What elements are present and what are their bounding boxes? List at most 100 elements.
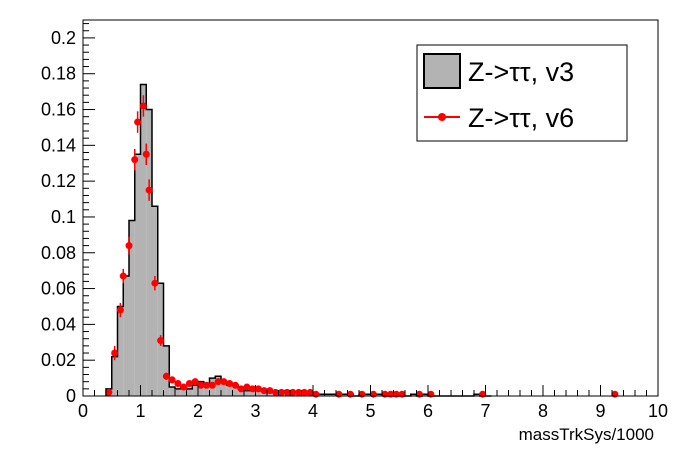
- data-point: [125, 242, 133, 250]
- histogram-bar: [318, 394, 325, 396]
- histogram-bar: [255, 388, 262, 396]
- data-point: [289, 388, 297, 396]
- data-point: [283, 388, 291, 396]
- histogram-bar: [186, 388, 193, 396]
- y-tick-label: 0: [66, 386, 76, 406]
- legend-marker-v6: [438, 113, 446, 121]
- x-axis-title: massTrkSys/1000: [519, 425, 654, 444]
- data-point: [162, 372, 170, 380]
- x-tick-label: 1: [135, 401, 145, 421]
- data-point: [203, 381, 211, 389]
- y-tick-label: 0.12: [41, 171, 76, 191]
- data-point: [197, 381, 205, 389]
- data-point: [145, 186, 153, 194]
- histogram-bar: [152, 206, 158, 396]
- histogram-bar: [249, 390, 256, 396]
- histogram-bar: [364, 394, 371, 396]
- histogram-bar: [163, 345, 170, 396]
- data-point: [266, 387, 274, 395]
- histogram-bar: [410, 394, 417, 396]
- histogram-bar: [226, 385, 233, 396]
- x-tick-label: 10: [648, 401, 668, 421]
- data-point: [174, 379, 182, 387]
- y-tick-label: 0.02: [41, 350, 76, 370]
- histogram-bar: [198, 381, 204, 396]
- histogram-bar: [140, 84, 147, 396]
- y-tick-label: 0.1: [51, 207, 76, 227]
- x-axis: 0 1 2 3 4 5 6 7 8 9 10: [78, 385, 668, 421]
- data-point: [272, 388, 280, 396]
- y-tick-label: 0.04: [41, 314, 76, 334]
- data-point: [237, 385, 245, 393]
- data-point: [191, 378, 199, 386]
- y-tick-label: 0.18: [41, 64, 76, 84]
- data-point: [226, 379, 234, 387]
- data-point: [231, 381, 239, 389]
- histogram-bar: [324, 394, 331, 396]
- data-point: [249, 385, 257, 393]
- histogram-bar: [238, 388, 244, 396]
- histogram-bar: [169, 387, 175, 396]
- histogram-bar: [232, 385, 239, 396]
- data-point: [134, 118, 142, 126]
- y-axis: 0 0.02 0.04 0.06 0.08 0.1 0.12 0.14 0.16 0.18 0.2: [41, 23, 95, 406]
- data-point: [254, 385, 262, 393]
- histogram-bar: [134, 154, 141, 396]
- data-point: [168, 376, 176, 384]
- data-point: [151, 279, 159, 287]
- x-tick-label: 5: [365, 401, 375, 421]
- x-tick-label: 8: [538, 401, 548, 421]
- y-tick-label: 0.06: [41, 279, 76, 299]
- histogram-bar: [203, 385, 210, 396]
- data-point: [295, 388, 303, 396]
- data-point: [214, 378, 222, 386]
- data-point: [180, 383, 188, 391]
- data-point: [243, 383, 251, 391]
- histogram-bar: [376, 394, 382, 396]
- histogram-bar: [267, 392, 273, 396]
- histogram-bar: [215, 376, 221, 396]
- x-tick-label: 3: [250, 401, 260, 421]
- histogram-bar: [422, 394, 428, 396]
- histogram-bar: [221, 381, 227, 396]
- data-point: [260, 387, 268, 395]
- x-tick-label: 7: [480, 401, 490, 421]
- x-tick-label: 0: [78, 401, 88, 421]
- histogram-bar: [175, 388, 181, 396]
- histogram-bar: [146, 109, 152, 397]
- histogram-bar: [330, 394, 336, 396]
- histogram-bar: [180, 387, 187, 396]
- y-tick-label: 0.08: [41, 243, 76, 263]
- data-point: [306, 388, 314, 396]
- data-point: [277, 388, 285, 396]
- data-point: [157, 336, 165, 344]
- data-point: [111, 349, 119, 357]
- y-tick-label: 0.2: [51, 28, 76, 48]
- data-point: [300, 388, 308, 396]
- legend-swatch-v3: [423, 53, 461, 89]
- histogram-bar: [123, 276, 129, 396]
- histogram-bar: [192, 385, 198, 396]
- histogram-bar: [474, 394, 480, 396]
- histogram-bar: [111, 356, 118, 396]
- histogram-bar: [117, 306, 124, 396]
- data-point: [185, 379, 193, 387]
- x-tick-label: 9: [595, 401, 605, 421]
- data-point: [220, 378, 228, 386]
- histogram-bar: [341, 394, 348, 396]
- x-tick-label: 4: [308, 401, 318, 421]
- histogram-bar: [244, 390, 250, 396]
- y-tick-label: 0.16: [41, 100, 76, 120]
- legend: Z->ττ, v3 Z->ττ, v6: [416, 44, 628, 142]
- data-point: [139, 102, 147, 110]
- x-tick-label: 2: [193, 401, 203, 421]
- y-tick-label: 0.14: [41, 135, 76, 155]
- data-point: [105, 388, 113, 396]
- data-point: [116, 306, 124, 314]
- histogram-bar: [129, 220, 135, 396]
- data-point: [119, 272, 127, 280]
- x-tick-label: 6: [423, 401, 433, 421]
- data-point: [131, 156, 139, 164]
- data-point: [208, 381, 216, 389]
